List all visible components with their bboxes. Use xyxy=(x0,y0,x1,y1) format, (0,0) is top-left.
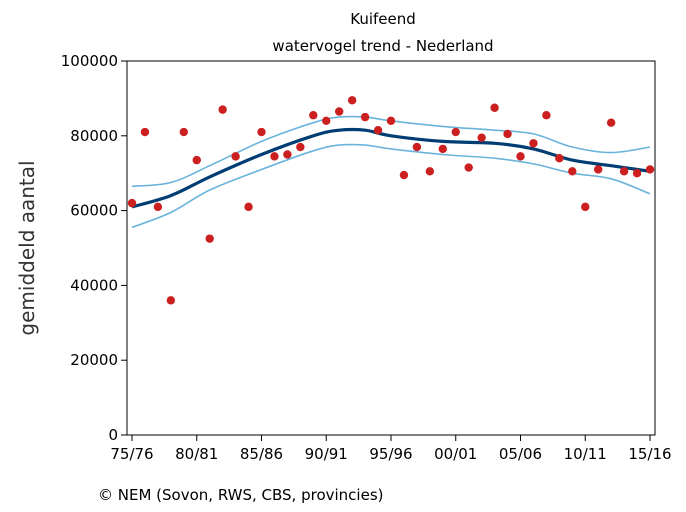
upper-confidence-line xyxy=(131,115,651,188)
data-point xyxy=(568,167,577,176)
data-point xyxy=(399,170,409,180)
data-point xyxy=(231,152,240,161)
data-point xyxy=(257,127,266,137)
data-point xyxy=(555,154,564,163)
data-point xyxy=(490,103,499,112)
data-point xyxy=(451,127,460,137)
data-point xyxy=(503,129,512,139)
axes: 0 20000 40000 60000 80000 100000 75/76 80/81 85/… xyxy=(61,52,672,463)
data-point xyxy=(192,155,201,165)
data-point xyxy=(542,111,551,120)
y-tick-label: 20000 xyxy=(70,351,118,369)
data-point xyxy=(309,111,318,120)
x-tick-label: 90/91 xyxy=(305,445,348,463)
data-point xyxy=(166,296,176,305)
x-tick-label: 95/96 xyxy=(369,445,412,463)
y-tick-label: 60000 xyxy=(70,202,118,220)
data-point xyxy=(296,142,305,152)
data-point xyxy=(425,167,435,176)
data-point xyxy=(373,125,383,135)
observed-points xyxy=(127,96,655,305)
data-point xyxy=(464,163,473,172)
data-point xyxy=(322,116,331,126)
x-tick-label: 75/76 xyxy=(110,445,153,463)
data-point xyxy=(205,234,214,243)
data-point xyxy=(218,105,227,114)
data-point xyxy=(179,127,188,137)
y-tick-label: 0 xyxy=(108,426,118,444)
data-point xyxy=(283,150,292,159)
data-point xyxy=(270,152,279,161)
y-tick-label: 100000 xyxy=(61,52,118,70)
data-point xyxy=(335,107,344,116)
data-point xyxy=(619,167,629,176)
data-point xyxy=(360,112,370,122)
y-tick-label: 40000 xyxy=(70,276,118,294)
data-point xyxy=(347,96,357,105)
data-point xyxy=(244,202,253,212)
chart-subtitle: watervogel trend - Nederland xyxy=(272,37,493,55)
data-point xyxy=(529,139,538,148)
y-tick-label: 80000 xyxy=(70,127,118,145)
data-point xyxy=(594,165,603,174)
data-point xyxy=(632,169,642,178)
x-tick-label: 00/01 xyxy=(434,445,477,463)
data-point xyxy=(516,152,525,161)
lower-confidence-line xyxy=(131,143,651,229)
data-point xyxy=(412,142,422,152)
data-point xyxy=(477,133,486,142)
data-point xyxy=(581,202,590,212)
x-tick-label: 10/11 xyxy=(564,445,607,463)
source-credit: © NEM (Sovon, RWS, CBS, provincies) xyxy=(98,486,384,504)
x-tick-label: 85/86 xyxy=(240,445,283,463)
y-axis-label: gemiddeld aantal xyxy=(15,160,39,335)
data-point xyxy=(606,118,616,127)
data-point xyxy=(127,198,137,208)
x-tick-label: 05/06 xyxy=(499,445,542,463)
data-point xyxy=(153,202,163,212)
x-tick-label: 80/81 xyxy=(175,445,218,463)
data-point xyxy=(438,144,447,154)
chart-title: Kuifeend xyxy=(350,10,416,28)
data-point xyxy=(386,116,396,126)
x-tick-label: 15/16 xyxy=(628,445,671,463)
data-point xyxy=(140,127,150,137)
data-point xyxy=(645,165,655,174)
